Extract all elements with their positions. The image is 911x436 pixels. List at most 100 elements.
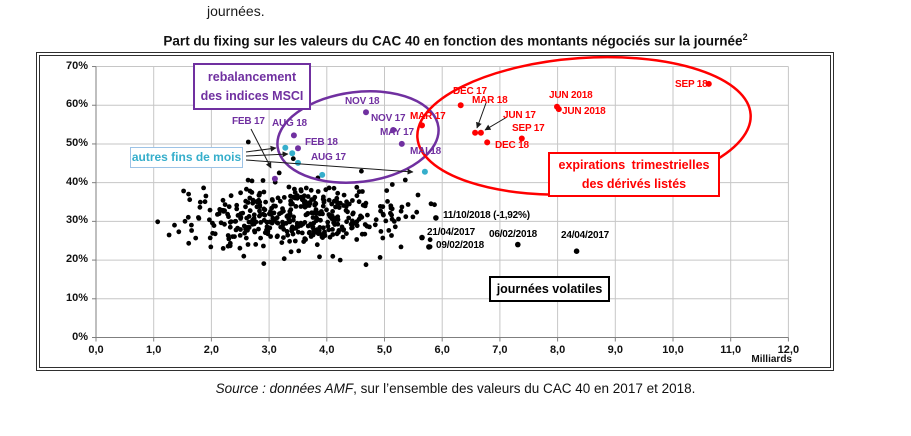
scatter-point xyxy=(228,193,234,199)
chart-title: Part du fixing sur les valeurs du CAC 40… xyxy=(0,32,911,49)
annotation-arrow xyxy=(476,102,487,129)
scatter-point xyxy=(389,233,394,238)
scatter-point xyxy=(227,224,233,230)
point-label: 06/02/2018 xyxy=(489,229,538,240)
scatter-point xyxy=(226,204,232,210)
scatter-point xyxy=(185,214,191,220)
annotation-expirations-line2: des dérivés listés xyxy=(581,176,687,191)
scatter-point xyxy=(287,238,292,244)
scatter-point xyxy=(367,224,372,230)
point-label: DEC 18 xyxy=(495,140,529,151)
x-tick-label: 9,0 xyxy=(607,344,623,356)
scatter-point xyxy=(197,204,203,210)
point-label: MAR 17 xyxy=(410,111,446,122)
scatter-point xyxy=(339,224,345,230)
scatter-point xyxy=(193,235,199,241)
scatter-point xyxy=(299,230,305,236)
scatter-point xyxy=(326,227,332,233)
scatter-point xyxy=(332,222,338,227)
scatter-point xyxy=(257,190,263,196)
scatter-point xyxy=(410,214,416,220)
scatter-point xyxy=(335,217,341,223)
scatter-point xyxy=(432,202,437,208)
annotation-expirations-line1: expirations trimestrielles xyxy=(558,157,710,172)
scatter-point xyxy=(252,228,257,234)
scatter-point xyxy=(359,231,365,237)
point-label: DEC 17 xyxy=(453,86,487,97)
scatter-point xyxy=(244,215,250,221)
scatter-point-labeled xyxy=(390,127,397,133)
x-tick-label: 3,0 xyxy=(261,344,277,356)
scatter-point xyxy=(238,227,243,232)
scatter-point-labeled xyxy=(555,106,562,113)
scatter-point xyxy=(275,220,281,226)
scatter-point xyxy=(320,196,326,202)
scatter-point xyxy=(317,254,322,260)
annotation-box-fins-de-mois: autres fins de mois xyxy=(130,147,243,168)
point-label: FEB 17 xyxy=(232,116,265,127)
point-label: 21/04/2017 xyxy=(427,227,476,238)
scatter-point xyxy=(225,243,231,249)
point-label: JUN 2018 xyxy=(562,106,606,117)
scatter-point xyxy=(269,220,275,226)
y-tick-label: 20% xyxy=(65,253,88,266)
scatter-point xyxy=(301,193,307,199)
scatter-point-labeled xyxy=(433,215,439,221)
scatter-point xyxy=(326,185,332,191)
scatter-point xyxy=(388,205,394,211)
scatter-point xyxy=(389,182,395,187)
scatter-point xyxy=(309,210,314,216)
scatter-point xyxy=(220,197,226,203)
scatter-point xyxy=(290,156,296,162)
scatter-point xyxy=(354,237,360,242)
scatter-point xyxy=(261,189,267,195)
scatter-point xyxy=(325,223,331,229)
scatter-point xyxy=(222,202,228,208)
scatter-point xyxy=(344,231,349,237)
x-tick-label: 8,0 xyxy=(549,344,566,356)
scatter-point xyxy=(166,232,172,238)
annotation-box-volatiles: journées volatiles xyxy=(489,276,610,302)
scatter-point xyxy=(298,187,304,193)
scatter-point xyxy=(336,205,342,211)
source-caption: Source : données AMF, sur l’ensemble des… xyxy=(0,381,911,396)
scatter-point xyxy=(356,189,362,195)
scatter-point xyxy=(320,203,326,209)
y-tick-label: 40% xyxy=(65,175,88,188)
scatter-point xyxy=(220,208,226,213)
scatter-point xyxy=(261,243,266,249)
scatter-point xyxy=(292,238,298,244)
scatter-point xyxy=(189,228,195,233)
scatter-point xyxy=(344,219,349,225)
point-label: JUN 17 xyxy=(503,110,536,121)
data-points xyxy=(155,80,712,268)
scatter-point xyxy=(281,256,287,262)
scatter-point xyxy=(302,236,308,242)
scatter-point xyxy=(181,188,187,194)
footnote-marker: 2 xyxy=(742,32,748,42)
scatter-point-labeled xyxy=(518,135,525,142)
scatter-point-labeled xyxy=(419,234,425,241)
scatter-point xyxy=(234,202,240,208)
scatter-point xyxy=(270,198,275,203)
scatter-point xyxy=(373,217,379,223)
scatter-point xyxy=(237,245,243,251)
scatter-point xyxy=(280,219,285,225)
scatter-point xyxy=(349,225,355,231)
source-caption-italic: Source : données AMF xyxy=(215,381,354,396)
scatter-point xyxy=(344,199,349,205)
scatter-point xyxy=(186,240,192,246)
scatter-point xyxy=(196,216,202,221)
scatter-point xyxy=(340,234,346,240)
annotation-arrow xyxy=(245,145,277,153)
scatter-point xyxy=(288,201,294,207)
x-tick-label: 6,0 xyxy=(434,344,450,356)
scatter-point xyxy=(318,217,323,223)
scatter-point xyxy=(372,222,378,228)
y-tick-label: 0% xyxy=(72,330,88,343)
scatter-point xyxy=(354,193,360,199)
scatter-point xyxy=(288,207,294,213)
scatter-point xyxy=(278,224,284,230)
scatter-point xyxy=(335,201,340,206)
scatter-point xyxy=(233,227,239,233)
